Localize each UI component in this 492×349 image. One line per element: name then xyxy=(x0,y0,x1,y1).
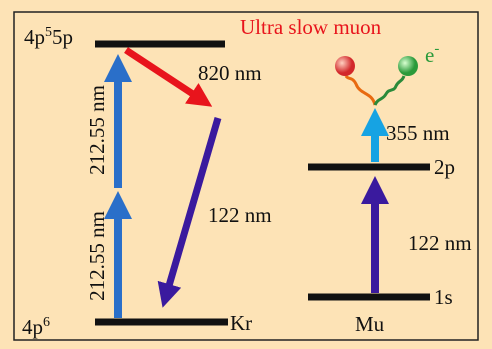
title: Ultra slow muon xyxy=(240,15,382,39)
page: 4p55p 4p6 Kr 212.55 nm 212.55 nm 820 nm … xyxy=(0,0,492,349)
transition-label: 122 nm xyxy=(408,231,472,255)
text: 4p xyxy=(24,25,45,49)
text: - xyxy=(434,41,439,57)
transition-label: 212.55 nm xyxy=(85,211,109,301)
atom-label: Mu xyxy=(355,312,385,336)
transition-label: 820 nm xyxy=(198,61,262,85)
diagram: 4p55p 4p6 Kr 212.55 nm 212.55 nm 820 nm … xyxy=(0,0,492,349)
text: 5p xyxy=(52,25,73,49)
transition-label: 355 nm xyxy=(386,121,450,145)
transition-label: 212.55 nm xyxy=(85,85,109,175)
electron xyxy=(398,56,418,76)
transition-label: 122 nm xyxy=(208,203,272,227)
muon xyxy=(335,56,355,76)
text: 6 xyxy=(43,315,50,330)
level-label: 1s xyxy=(434,285,453,309)
text: 4p xyxy=(22,315,43,339)
text: 5 xyxy=(45,25,52,40)
level-label: 2p xyxy=(434,155,455,179)
atom-label: Kr xyxy=(230,311,252,335)
text: e xyxy=(425,43,434,67)
